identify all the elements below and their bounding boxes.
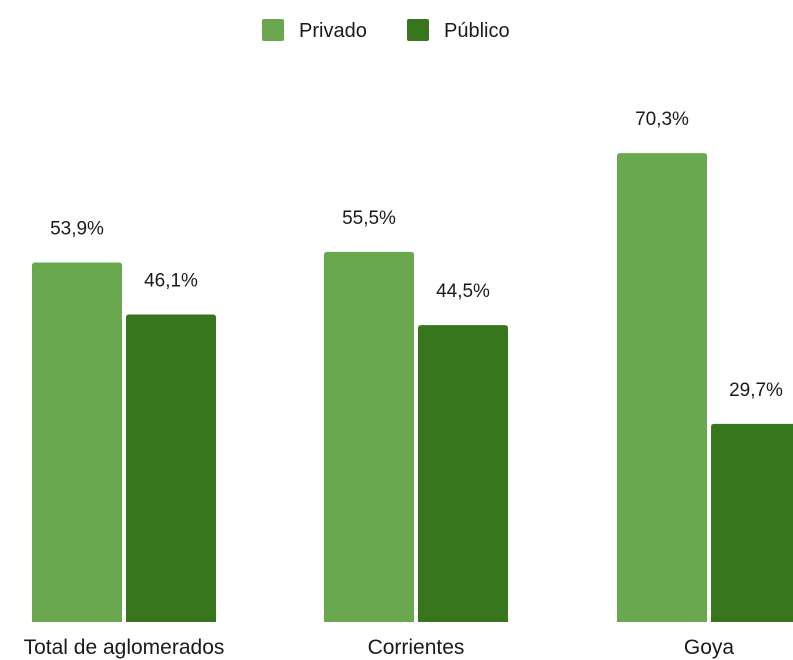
bar-privado-corrientes bbox=[324, 251, 414, 622]
category-labels: Total de aglomerados Corrientes Goya bbox=[24, 636, 735, 659]
value-label-publico-corrientes: 44,5% bbox=[436, 281, 490, 302]
bars bbox=[32, 153, 793, 622]
bar-publico-goya bbox=[711, 423, 793, 622]
legend-label-privado: Privado bbox=[299, 20, 367, 42]
bar-publico-corrientes bbox=[418, 325, 508, 622]
bar-privado-goya bbox=[617, 153, 707, 622]
category-label-goya: Goya bbox=[684, 636, 735, 659]
value-label-privado-corrientes: 55,5% bbox=[342, 208, 396, 229]
legend: Privado Público bbox=[262, 19, 510, 42]
value-label-privado-total-de-aglomerados: 53,9% bbox=[50, 218, 104, 239]
category-label-corrientes: Corrientes bbox=[368, 636, 465, 659]
value-labels: 53,9% 46,1% 55,5% 44,5% 70,3% 29,7% bbox=[50, 109, 783, 401]
legend-swatch-publico bbox=[407, 19, 429, 41]
category-label-total-de-aglomerados: Total de aglomerados bbox=[24, 636, 225, 659]
value-label-publico-total-de-aglomerados: 46,1% bbox=[144, 271, 198, 292]
bar-publico-total-de-aglomerados bbox=[126, 314, 216, 622]
legend-label-publico: Público bbox=[444, 20, 510, 42]
bar-privado-total-de-aglomerados bbox=[32, 262, 122, 622]
value-label-publico-goya: 29,7% bbox=[729, 380, 783, 401]
legend-swatch-privado bbox=[262, 19, 284, 41]
value-label-privado-goya: 70,3% bbox=[635, 109, 689, 130]
